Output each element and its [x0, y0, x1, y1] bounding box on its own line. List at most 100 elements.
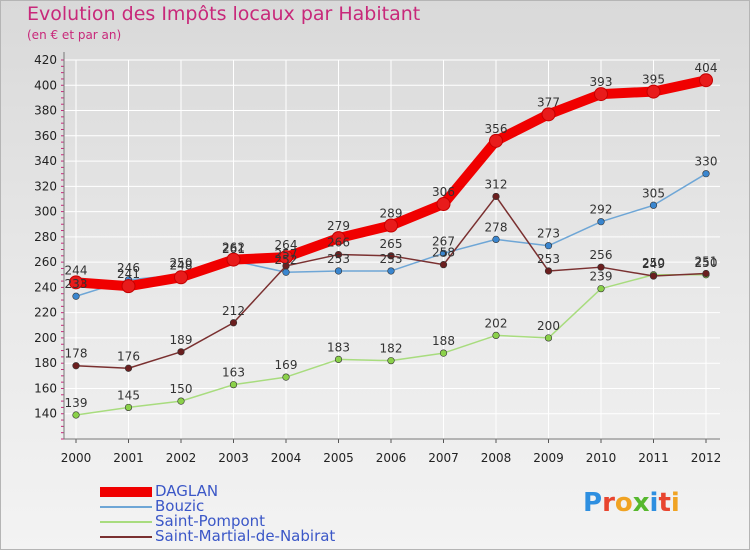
- data-point-daglan: [331, 231, 346, 246]
- data-point-saint-martial-de-nabirat: [229, 319, 238, 327]
- data-label-daglan: 356: [485, 122, 508, 136]
- x-tick-label: 2010: [586, 451, 617, 465]
- x-tick-label: 2004: [271, 451, 302, 465]
- y-tick-label: 240: [34, 280, 57, 294]
- data-label-saint-martial-de-nabirat: 253: [537, 252, 560, 266]
- data-point-saint-pompont: [492, 331, 500, 340]
- data-label-saint-martial-de-nabirat: 256: [590, 248, 613, 262]
- x-tick-label: 2001: [113, 451, 144, 465]
- y-tick-label: 300: [34, 205, 57, 219]
- logo-letter: x: [632, 488, 650, 518]
- x-tick-label: 2012: [691, 451, 722, 465]
- y-tick-label: 360: [34, 129, 57, 143]
- legend-swatch: [100, 506, 152, 508]
- data-point-saint-pompont: [544, 334, 553, 342]
- y-tick-label: 340: [34, 154, 57, 168]
- data-label-saint-martial-de-nabirat: 265: [380, 237, 403, 251]
- y-tick-label: 200: [34, 331, 57, 345]
- y-tick-label: 260: [34, 255, 57, 269]
- data-point-bouzic: [492, 235, 500, 243]
- legend-label: Saint-Martial-de-Nabirat: [155, 527, 336, 545]
- data-point-bouzic: [282, 268, 290, 276]
- data-label-daglan: 279: [327, 219, 350, 233]
- x-tick-label: 2002: [166, 451, 197, 465]
- data-label-daglan: 248: [170, 258, 193, 272]
- data-point-saint-martial-de-nabirat: [334, 250, 343, 259]
- data-label-saint-pompont: 163: [222, 366, 245, 380]
- data-point-daglan: [69, 275, 83, 290]
- data-point-bouzic: [72, 292, 80, 300]
- data-label-saint-martial-de-nabirat: 266: [327, 236, 350, 250]
- data-point-saint-martial-de-nabirat: [124, 364, 133, 372]
- data-label-saint-martial-de-nabirat: 258: [432, 246, 455, 260]
- data-point-saint-martial-de-nabirat: [492, 192, 500, 201]
- data-label-bouzic: 273: [537, 227, 560, 241]
- data-point-daglan: [541, 107, 556, 122]
- logo-letter: P: [583, 488, 603, 518]
- data-point-bouzic: [597, 218, 605, 226]
- data-point-saint-martial-de-nabirat: [702, 269, 710, 278]
- x-tick-label: 2003: [218, 451, 249, 465]
- y-tick-label: 180: [34, 356, 57, 370]
- data-label-daglan: 395: [642, 73, 665, 87]
- y-tick-label: 400: [34, 78, 57, 92]
- logo-letter: i: [670, 488, 680, 518]
- data-point-daglan: [226, 252, 241, 267]
- legend-swatch: [100, 487, 152, 497]
- data-label-saint-pompont: 202: [485, 316, 508, 330]
- data-point-saint-martial-de-nabirat: [72, 362, 80, 370]
- data-label-saint-martial-de-nabirat: 212: [222, 304, 245, 318]
- data-label-saint-pompont: 169: [275, 358, 298, 372]
- data-point-bouzic: [387, 267, 395, 275]
- data-point-saint-pompont: [282, 373, 290, 381]
- data-label-bouzic: 233: [65, 277, 88, 291]
- data-point-daglan: [279, 250, 293, 265]
- legend-swatch: [100, 521, 152, 523]
- data-label-daglan: 264: [275, 238, 298, 252]
- data-label-saint-martial-de-nabirat: 249: [642, 257, 665, 271]
- y-tick-label: 160: [34, 381, 57, 395]
- data-label-bouzic: 246: [117, 261, 140, 275]
- legend-swatch: [100, 536, 152, 538]
- data-label-saint-pompont: 239: [590, 270, 613, 284]
- y-tick-label: 320: [34, 179, 57, 193]
- chart-subtitle: (en € et par an): [27, 28, 122, 42]
- legend-label: Bouzic: [155, 497, 205, 515]
- data-label-bouzic: 305: [642, 186, 665, 200]
- data-label-bouzic: 292: [590, 203, 613, 217]
- data-point-saint-pompont: [334, 355, 343, 364]
- data-label-saint-pompont: 145: [117, 388, 140, 402]
- logo-letter: t: [658, 488, 671, 518]
- data-label-daglan: 377: [537, 95, 560, 109]
- x-tick-label: 2005: [323, 451, 354, 465]
- x-tick-label: 2011: [638, 451, 669, 465]
- y-tick-label: 140: [34, 407, 57, 421]
- data-label-daglan: 404: [695, 61, 718, 75]
- data-point-saint-pompont: [177, 397, 185, 405]
- x-tick-label: 2007: [428, 451, 459, 465]
- data-point-daglan: [646, 84, 661, 99]
- chart-title: Evolution des Impôts locaux par Habitant: [27, 3, 421, 25]
- proxiti-logo: Proxiti: [583, 488, 680, 518]
- y-tick-label: 220: [34, 306, 57, 320]
- data-label-saint-pompont: 200: [537, 319, 560, 333]
- data-point-daglan: [594, 87, 608, 102]
- data-label-bouzic: 330: [695, 155, 718, 169]
- data-label-bouzic: 278: [485, 220, 508, 234]
- data-point-daglan: [121, 279, 136, 294]
- data-point-daglan: [174, 270, 188, 285]
- data-point-bouzic: [334, 267, 343, 275]
- data-label-bouzic: 253: [327, 252, 350, 266]
- data-label-daglan: 393: [590, 75, 613, 89]
- data-label-bouzic: 267: [432, 234, 455, 248]
- logo-letter: o: [614, 488, 633, 518]
- data-label-saint-pompont: 250: [695, 256, 718, 270]
- data-point-saint-martial-de-nabirat: [597, 263, 605, 271]
- data-point-bouzic: [702, 170, 710, 178]
- data-label-daglan: 306: [432, 185, 455, 199]
- data-label-saint-pompont: 182: [380, 342, 403, 356]
- data-point-daglan: [436, 197, 451, 212]
- data-label-saint-pompont: 183: [327, 340, 350, 354]
- y-tick-label: 420: [34, 53, 57, 67]
